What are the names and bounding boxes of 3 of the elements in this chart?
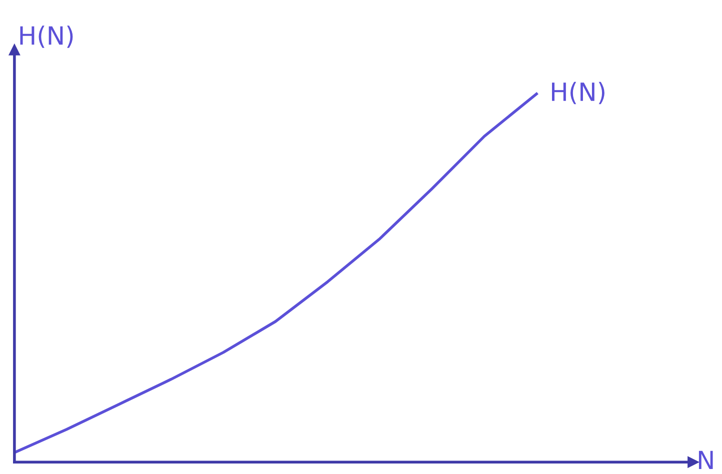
series-label: H(N) [552, 82, 604, 104]
x-axis-title: N [698, 450, 713, 470]
y-axis-title: H(N) [20, 26, 73, 48]
